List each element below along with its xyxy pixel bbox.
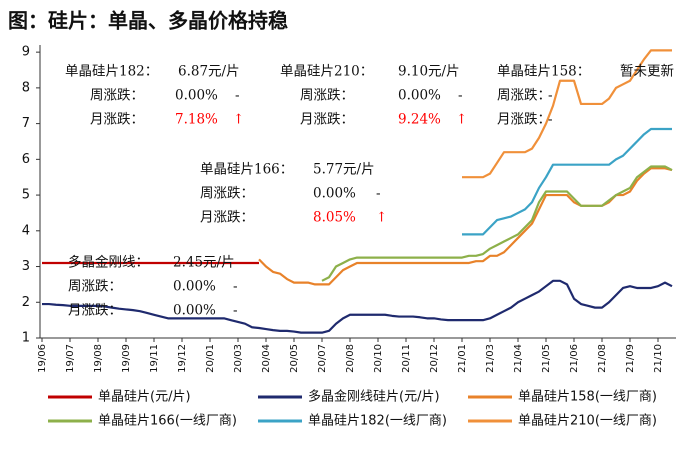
annotation-text: 单晶硅片158： bbox=[497, 64, 590, 80]
x-tick-label: 20/08 bbox=[345, 344, 356, 373]
y-tick-label: 5 bbox=[22, 188, 30, 203]
annotation-text: 7.18% bbox=[175, 112, 218, 128]
annotation-text: 暂未更新 bbox=[620, 64, 674, 80]
x-tick-label: 21/05 bbox=[541, 344, 552, 373]
annotation-text: ↑ bbox=[456, 112, 467, 128]
x-tick-label: 21/01 bbox=[457, 344, 468, 373]
y-tick-label: 2 bbox=[22, 295, 30, 310]
annotation-text: 月涨跌： bbox=[300, 112, 354, 128]
x-tick-label: 21/10 bbox=[653, 344, 664, 373]
x-tick-label: 20/11 bbox=[401, 344, 412, 373]
x-tick-label: 20/01 bbox=[205, 344, 216, 373]
annotation-text: - bbox=[233, 279, 238, 295]
annotation-text: 周涨跌： bbox=[68, 279, 122, 295]
series-line bbox=[462, 127, 672, 236]
x-tick-label: 21/04 bbox=[513, 344, 524, 373]
annotation-text: 0.00% bbox=[175, 88, 218, 104]
annotation-text: - bbox=[548, 88, 553, 104]
legend-label: 单晶硅片(元/片) bbox=[98, 390, 191, 405]
annotation-text: 月涨跌： bbox=[200, 210, 254, 226]
x-tick-label: 20/12 bbox=[429, 344, 440, 373]
legend-label: 多晶金刚线硅片(元/片) bbox=[308, 389, 440, 405]
x-tick-label: 19/07 bbox=[65, 344, 76, 373]
x-tick-label: 20/07 bbox=[317, 344, 328, 373]
annotation-text: 8.05% bbox=[313, 210, 356, 226]
x-tick-label: 19/06 bbox=[37, 344, 48, 373]
y-tick-label: 9 bbox=[22, 45, 30, 60]
y-tick-label: 6 bbox=[22, 152, 30, 167]
x-tick-label: 20/10 bbox=[373, 344, 384, 373]
annotation-text: 单晶硅片182： bbox=[65, 64, 158, 80]
x-tick-label: 20/03 bbox=[233, 344, 244, 373]
annotation-text: 0.00% bbox=[398, 88, 441, 104]
legend-label: 单晶硅片158(一线厂商) bbox=[518, 390, 657, 405]
x-tick-label: 19/11 bbox=[149, 344, 160, 373]
annotation-text: 多晶金刚线： bbox=[68, 254, 149, 271]
annotation-text: - bbox=[548, 112, 553, 128]
annotation-text: 9.24% bbox=[398, 112, 441, 128]
annotation-text: 6.87元/片 bbox=[178, 64, 240, 80]
series-line bbox=[321, 165, 673, 282]
annotation-text: 月涨跌： bbox=[90, 112, 144, 128]
series-line bbox=[42, 279, 673, 334]
y-tick-label: 3 bbox=[22, 259, 30, 274]
annotation-text: - bbox=[235, 88, 240, 104]
annotation-text: 9.10元/片 bbox=[398, 64, 460, 80]
y-tick-label: 4 bbox=[22, 223, 30, 238]
annotation-text: 周涨跌： bbox=[90, 88, 144, 104]
y-tick-label: 8 bbox=[22, 80, 30, 95]
annotation-text: - bbox=[458, 88, 463, 104]
x-tick-label: 20/05 bbox=[289, 344, 300, 373]
annotation-text: 周涨跌： bbox=[300, 88, 354, 104]
annotation-text: ↑ bbox=[376, 210, 387, 226]
y-tick-label: 7 bbox=[22, 116, 30, 131]
chart-title: 图：硅片：单晶、多晶价格持稳 bbox=[8, 9, 288, 33]
annotation-text: 2.45元/片 bbox=[173, 255, 235, 271]
x-tick-label: 19/08 bbox=[93, 344, 104, 373]
annotation-text: 月涨跌： bbox=[68, 303, 122, 319]
annotation-text: 月涨跌： bbox=[497, 112, 551, 128]
annotation-text: 单晶硅片166： bbox=[200, 162, 293, 178]
x-tick-label: 21/09 bbox=[625, 344, 636, 373]
x-tick-label: 21/06 bbox=[569, 344, 580, 373]
x-tick-label: 21/08 bbox=[597, 344, 608, 373]
x-tick-label: 19/09 bbox=[121, 344, 132, 373]
annotation-text: 5.77元/片 bbox=[313, 162, 375, 178]
legend-label: 单晶硅片182(一线厂商) bbox=[308, 414, 447, 429]
annotation-text: 0.00% bbox=[173, 303, 216, 319]
x-tick-label: 20/04 bbox=[261, 344, 272, 373]
annotation-text: ↑ bbox=[233, 112, 244, 128]
annotation-text: - bbox=[376, 186, 381, 202]
annotation-text: 周涨跌： bbox=[200, 186, 254, 202]
legend-label: 单晶硅片166(一线厂商) bbox=[98, 414, 237, 429]
annotation-text: - bbox=[233, 303, 238, 319]
x-tick-label: 21/03 bbox=[485, 344, 496, 373]
annotation-text: 周涨跌： bbox=[497, 88, 551, 104]
annotation-text: 0.00% bbox=[173, 279, 216, 295]
legend-label: 单晶硅片210(一线厂商) bbox=[518, 414, 657, 429]
series-line bbox=[462, 49, 672, 179]
annotation-text: 0.00% bbox=[313, 186, 356, 202]
x-tick-label: 19/12 bbox=[177, 344, 188, 373]
annotation-text: 单晶硅片210： bbox=[280, 64, 373, 80]
y-tick-label: 1 bbox=[22, 331, 30, 346]
